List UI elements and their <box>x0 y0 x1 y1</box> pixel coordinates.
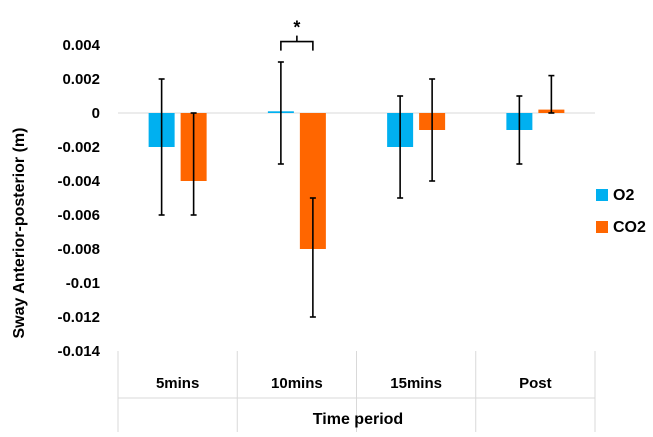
x-tick-label: Post <box>519 375 552 392</box>
y-tick-label: 0.002 <box>62 71 100 88</box>
y-tick-label: -0.01 <box>66 275 100 292</box>
bars <box>148 109 565 249</box>
y-tick-label: -0.014 <box>57 343 100 360</box>
error-bars <box>158 61 555 318</box>
y-axis-title: Sway Anterior-posterior (m) <box>11 128 28 339</box>
x-axis-title: Time period <box>313 411 403 428</box>
legend-swatch-o2 <box>596 189 608 201</box>
x-tick-label: 15mins <box>390 375 442 392</box>
x-tick-label: 10mins <box>271 375 323 392</box>
legend-label-co2: CO2 <box>613 219 646 236</box>
y-tick-label: 0.004 <box>62 37 100 54</box>
y-tick-label: -0.006 <box>57 207 100 224</box>
x-tick-label: 5mins <box>156 375 199 392</box>
significance-star: * <box>293 18 300 38</box>
y-tick-label: -0.008 <box>57 241 100 258</box>
legend-swatch-co2 <box>596 221 608 233</box>
y-axis-ticks: 0.004 0.002 0 -0.002 -0.004 -0.006 -0.008 -0.01… <box>57 37 100 360</box>
significance-bracket <box>280 40 314 51</box>
annotations: * <box>280 18 314 51</box>
y-tick-label: -0.002 <box>57 139 100 156</box>
legend: O2 CO2 <box>596 187 646 236</box>
legend-label-o2: O2 <box>613 187 634 204</box>
y-tick-label: 0 <box>92 105 100 122</box>
y-tick-label: -0.012 <box>57 309 100 326</box>
y-tick-label: -0.004 <box>57 173 100 190</box>
x-category-grid: 5mins 10mins 15mins Post <box>117 351 596 432</box>
